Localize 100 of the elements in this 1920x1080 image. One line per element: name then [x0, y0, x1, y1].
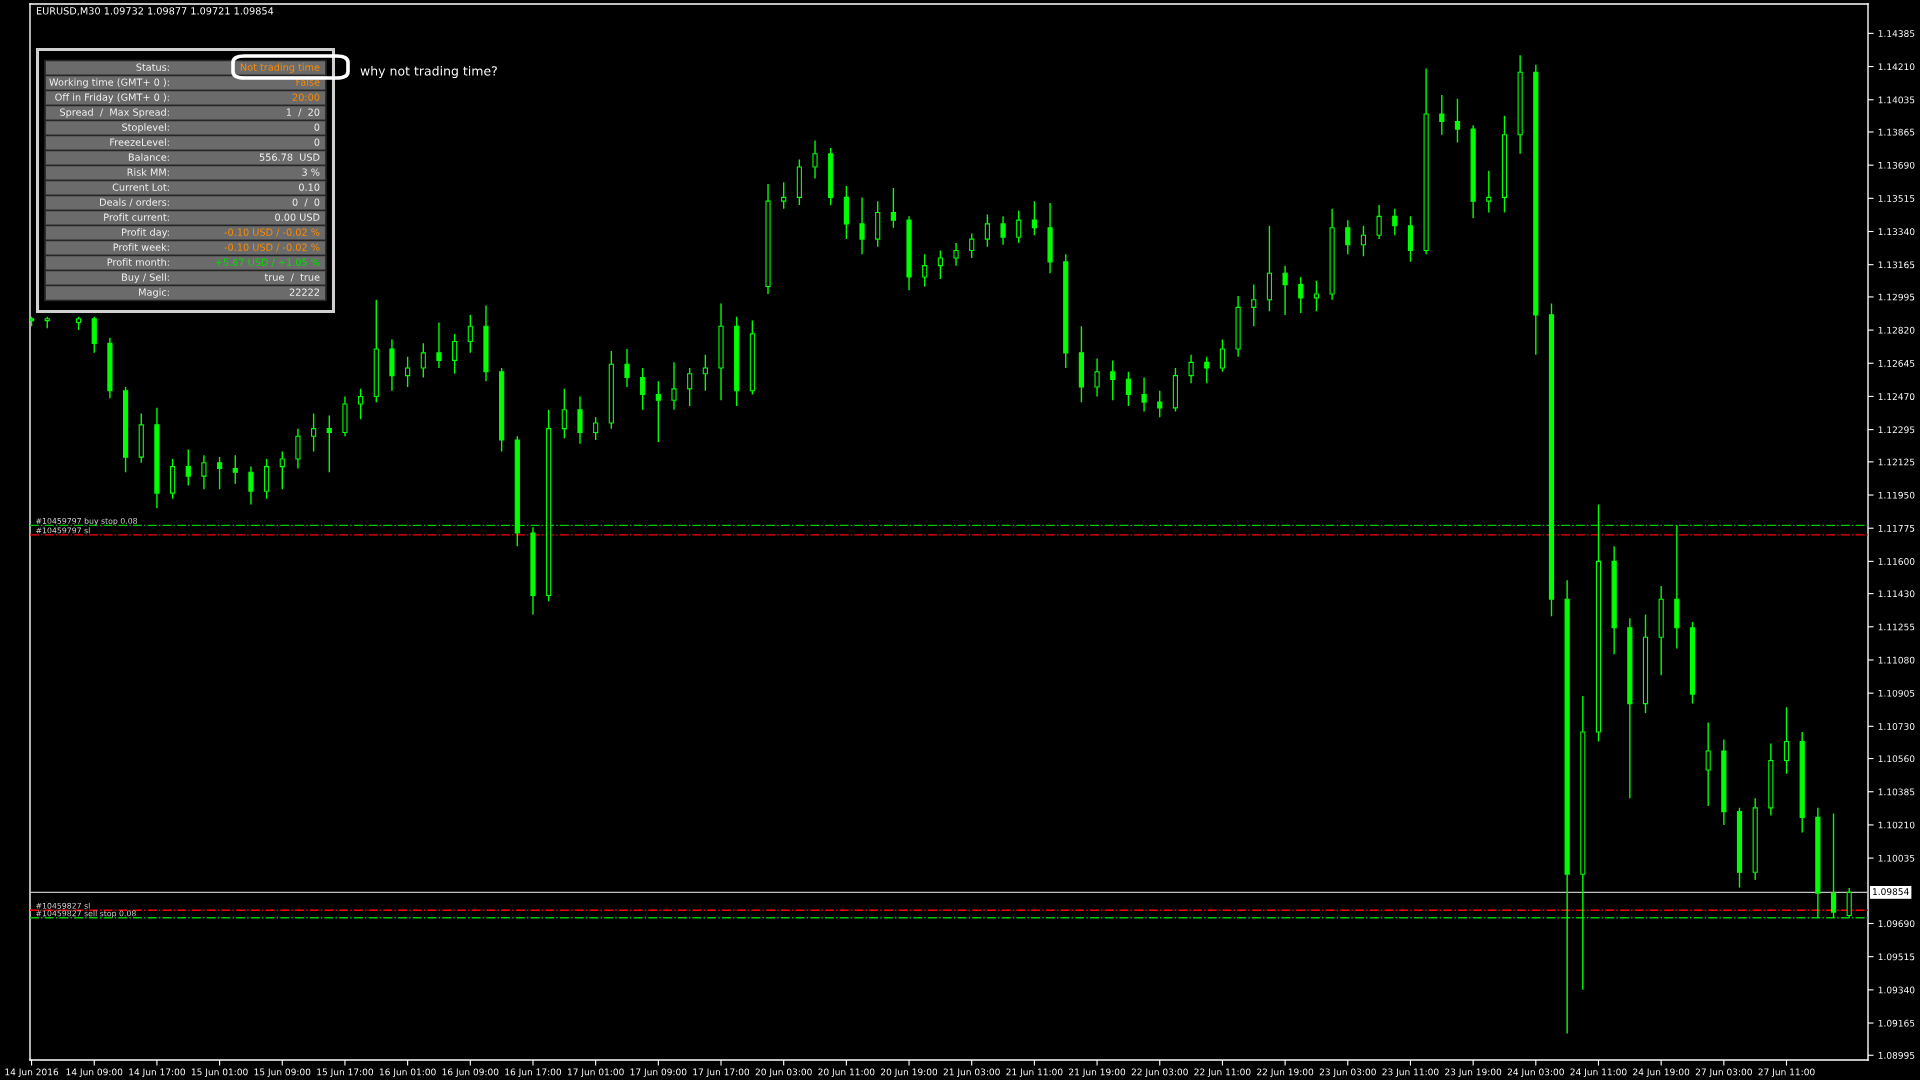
candlestick — [1564, 579, 1570, 1035]
x-tick-label: 27 Jun 11:00 — [1758, 1068, 1815, 1077]
x-tick-label: 23 Jun 11:00 — [1382, 1068, 1439, 1077]
x-tick-label: 15 Jun 17:00 — [317, 1068, 374, 1077]
x-tick-label: 24 Jun 11:00 — [1570, 1068, 1627, 1077]
candlestick — [546, 409, 552, 602]
annotation: 0.10 — [298, 183, 320, 191]
y-tick-label: 1.12125 — [1878, 458, 1915, 466]
annotation: 20:00 — [292, 93, 320, 101]
annotation: Balance: — [128, 153, 169, 161]
annotation: Buy / Sell: — [122, 273, 169, 283]
candlestick — [1204, 355, 1210, 384]
candlestick — [1439, 94, 1445, 136]
y-tick-label: 1.10210 — [1878, 821, 1915, 829]
annotation: Not trading time — [240, 63, 320, 73]
candlestick — [1094, 357, 1100, 398]
candlestick — [1815, 807, 1821, 919]
y-tick-label: 1.11080 — [1878, 656, 1915, 664]
annotation: Status: — [136, 63, 169, 71]
candlestick — [1517, 54, 1523, 155]
candlestick — [765, 183, 771, 295]
candlestick — [702, 354, 708, 392]
candlestick — [1000, 215, 1006, 246]
annotation: 22222 — [289, 288, 320, 296]
candlestick — [1674, 524, 1680, 650]
candlestick — [1501, 115, 1508, 214]
annotation: Stoplevel: — [122, 123, 169, 133]
candlestick — [483, 304, 489, 382]
candlestick — [577, 395, 583, 445]
y-tick-label: 1.10730 — [1878, 723, 1915, 730]
annotation: Magic: — [139, 288, 169, 298]
candlestick — [1799, 731, 1805, 834]
candlestick — [467, 314, 473, 354]
annotation: 0.00 USD — [275, 213, 320, 221]
candlestick — [342, 395, 348, 437]
x-tick-label: 24 Jun 19:00 — [1633, 1068, 1690, 1077]
y-tick-label: 1.09165 — [1878, 1019, 1915, 1027]
candlestick — [1768, 742, 1774, 817]
candlestick — [640, 367, 646, 411]
annotation: -0.10 USD / -0.02 % — [224, 228, 320, 237]
x-tick-label: 14 Jun 09:00 — [66, 1068, 123, 1077]
y-tick-label: 1.12295 — [1878, 426, 1915, 434]
annotation: 0 — [314, 123, 320, 131]
candlestick — [326, 414, 332, 473]
y-tick-label: 1.13865 — [1878, 128, 1915, 136]
candlestick — [217, 456, 223, 491]
candlestick — [655, 380, 661, 443]
candlestick — [295, 427, 301, 470]
candlestick — [1157, 390, 1163, 418]
y-tick-label: 1.12645 — [1878, 360, 1915, 367]
y-tick-label: 1.09515 — [1878, 953, 1915, 961]
candlestick — [1486, 170, 1492, 214]
candlestick — [154, 407, 160, 509]
y-tick-label: 1.10385 — [1878, 788, 1915, 796]
candlestick — [1533, 63, 1539, 356]
candlestick — [859, 196, 865, 255]
annotation: Spread / Max Spread: — [60, 108, 169, 118]
candlestick — [1141, 376, 1147, 413]
y-tick-label: 1.10905 — [1878, 689, 1915, 697]
candlestick — [122, 386, 129, 473]
x-tick-label: 20 Jun 19:00 — [881, 1068, 938, 1077]
candlestick — [812, 139, 818, 180]
x-tick-label: 23 Jun 19:00 — [1445, 1068, 1502, 1077]
y-tick-label: 1.11430 — [1878, 590, 1915, 598]
candlestick — [279, 450, 285, 491]
candlestick — [1376, 204, 1382, 240]
candlestick — [1078, 325, 1084, 403]
y-tick-label: 1.12995 — [1878, 293, 1915, 301]
annotation: Profit week: — [113, 243, 169, 251]
x-tick-label: 24 Jun 03:00 — [1507, 1068, 1564, 1077]
x-tick-label: 14 Jun 2016 — [5, 1068, 59, 1077]
annotation: -0.10 USD / -0.02 % — [224, 243, 320, 252]
candlestick — [1360, 225, 1367, 257]
y-tick-label: 1.11255 — [1878, 623, 1915, 631]
x-tick-label: 20 Jun 11:00 — [818, 1068, 875, 1077]
x-tick-label: 16 Jun 01:00 — [379, 1068, 436, 1077]
chart-title: EURUSD,M30 1.09732 1.09877 1.09721 1.09854 — [36, 7, 274, 16]
y-tick-label: 1.14210 — [1878, 63, 1915, 71]
candlestick — [1736, 807, 1743, 889]
candlestick — [624, 348, 630, 388]
candlestick — [890, 187, 896, 229]
y-tick-label: 1.13690 — [1878, 161, 1915, 169]
y-tick-label: 1.13165 — [1878, 261, 1915, 269]
candlestick — [1407, 215, 1414, 263]
x-tick-label: 17 Jun 17:00 — [693, 1068, 750, 1077]
candlestick — [1595, 503, 1602, 743]
annotation: 3 % — [302, 168, 320, 176]
candlestick — [1282, 264, 1288, 316]
candlestick — [608, 350, 614, 430]
annotation: Working time (GMT+ 0 ): — [49, 78, 169, 88]
candlestick — [561, 388, 567, 439]
x-tick-label: 22 Jun 03:00 — [1131, 1068, 1188, 1077]
candlestick — [671, 361, 677, 411]
annotation: FreezeLevel: — [110, 138, 169, 146]
annotation: Current Lot: — [112, 183, 169, 191]
y-tick-label: 1.10035 — [1878, 854, 1915, 862]
annotation: Profit current: — [104, 213, 169, 221]
candlestick — [687, 367, 693, 407]
candlestick — [405, 355, 411, 388]
ref-line-label: 1.09854 — [1872, 888, 1909, 896]
